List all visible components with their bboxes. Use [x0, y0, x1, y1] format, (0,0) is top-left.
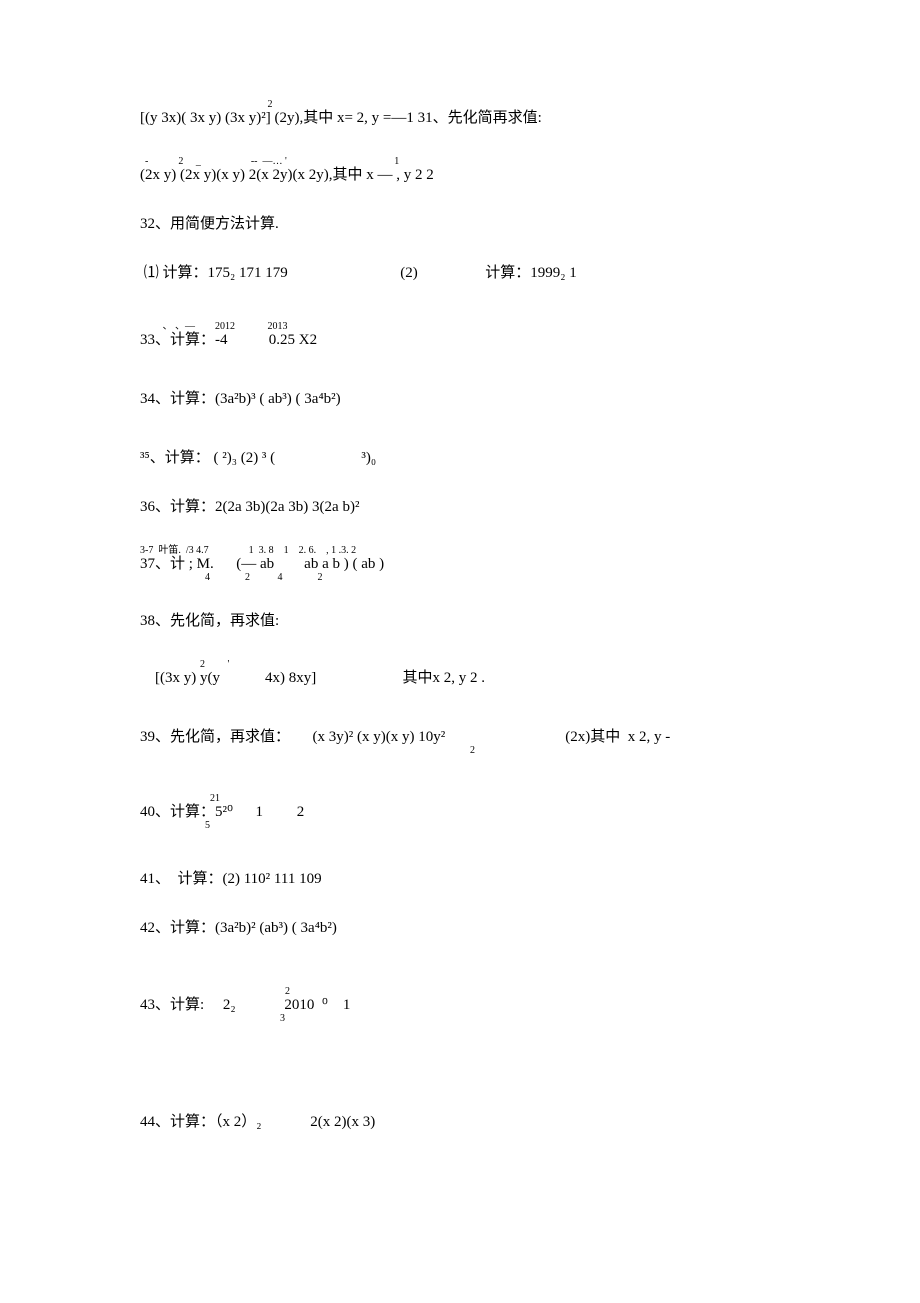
text-line: ⑴ 计算：175₂ 171 179 (2) 计算：1999₂ 1: [140, 263, 780, 284]
text-line: 39、先化简，再求值： (x 3y)² (x y)(x y) 10y² (2x)…: [140, 727, 780, 756]
main-row: [(y 3x)( 3x y) (3x y)²] (2y),其中 x= 2, y …: [140, 108, 780, 129]
main-row: 42、计算：(3a²b)² (ab³) ( 3a⁴b²): [140, 918, 780, 939]
text-line: 41、 计算：(2) 110² 111 109: [140, 869, 780, 890]
text-line: 3-7 叶笛. /3 4.7 1 3. 8 1 2. 6. , 1 .3. 23…: [140, 546, 780, 583]
text-line: 44、计算：（x 2）₂ 2(x 2)(x 3): [140, 1112, 780, 1133]
text-line: 2 ' [(3x y) y(y 4x) 8xy] 其中x 2, y 2 .: [140, 660, 780, 689]
text-line: - 2 _ -- —… ' 1(2x y) (2x y)(x y) 2(x 2y…: [140, 157, 780, 186]
text-line: ³⁵、计算： ( ²)₃ (2) ³ ( ³)₀: [140, 448, 780, 469]
text-line: 38、先化简，再求值:: [140, 611, 780, 632]
text-line: 243、计算: 2₂ 2010 ⁰ 1 3: [140, 987, 780, 1024]
text-line: 34、计算：(3a²b)³ ( ab³) ( 3a⁴b²): [140, 389, 780, 410]
subscript-row: 2: [140, 746, 780, 756]
main-row: 41、 计算：(2) 110² 111 109: [140, 869, 780, 890]
main-row: (2x y) (2x y)(x y) 2(x 2y)(x 2y),其中 x — …: [140, 165, 780, 186]
main-row: 44、计算：（x 2）₂ 2(x 2)(x 3): [140, 1112, 780, 1133]
main-row: 36、计算：2(2a 3b)(2a 3b) 3(2a b)²: [140, 497, 780, 518]
main-row: ³⁵、计算： ( ²)₃ (2) ³ ( ³)₀: [140, 448, 780, 469]
main-row: [(3x y) y(y 4x) 8xy] 其中x 2, y 2 .: [140, 668, 780, 689]
text-line: 32、用简便方法计算.: [140, 214, 780, 235]
text-line: 2140、计算：5²⁰ 1 2 5: [140, 794, 780, 831]
main-row: 38、先化简，再求值:: [140, 611, 780, 632]
text-line: 2[(y 3x)( 3x y) (3x y)²] (2y),其中 x= 2, y…: [140, 100, 780, 129]
main-row: 33、计算：-4 0.25 X2: [140, 330, 780, 351]
main-row: 34、计算：(3a²b)³ ( ab³) ( 3a⁴b²): [140, 389, 780, 410]
main-row: 32、用简便方法计算.: [140, 214, 780, 235]
lines-container: 2 [(y 3x)( 3x y) (3x y)²] (2y),其中 x= 2, y…: [140, 100, 780, 1133]
subscript-row: 3: [140, 1014, 780, 1024]
document-page: 2 [(y 3x)( 3x y) (3x y)²] (2y),其中 x= 2, y…: [0, 0, 920, 1241]
text-line: 36、计算：2(2a 3b)(2a 3b) 3(2a b)²: [140, 497, 780, 518]
main-row: ⑴ 计算：175₂ 171 179 (2) 计算：1999₂ 1: [140, 263, 780, 284]
text-line: 42、计算：(3a²b)² (ab³) ( 3a⁴b²): [140, 918, 780, 939]
subscript-row: 4 2 4 2: [140, 573, 780, 583]
text-line: 、 、— 2012 201333、计算：-4 0.25 X2: [140, 322, 780, 351]
main-row: 40、计算：5²⁰ 1 2: [140, 802, 780, 823]
